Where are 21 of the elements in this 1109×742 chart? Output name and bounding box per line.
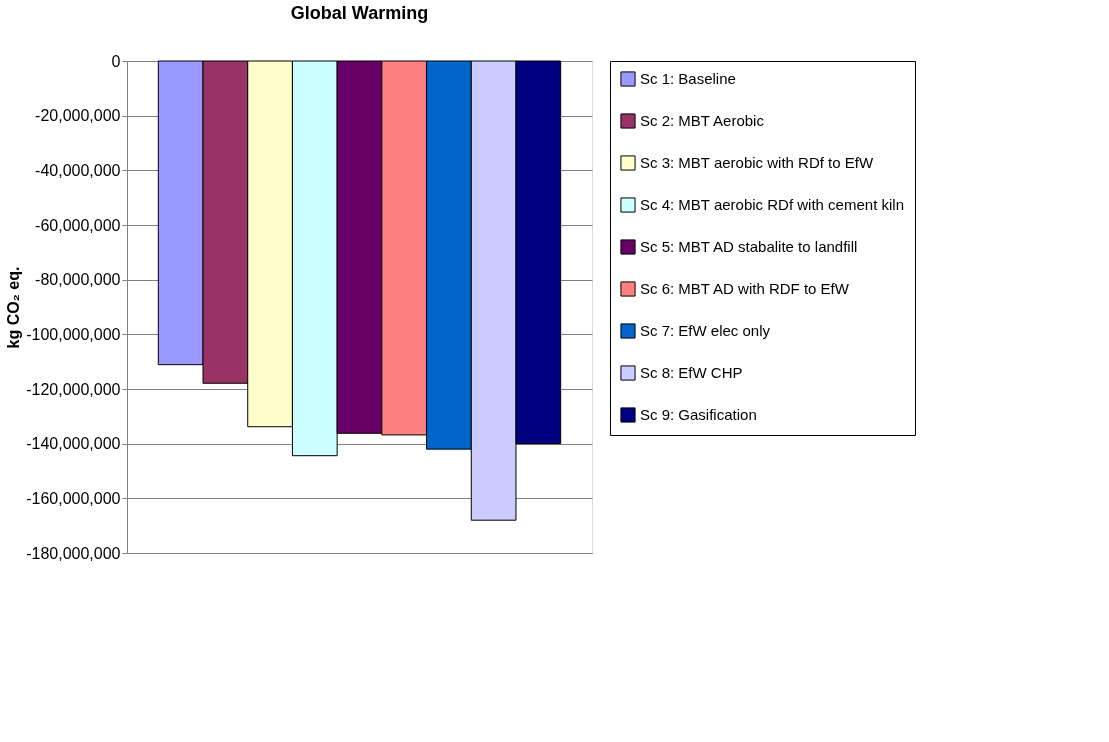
chart-title: Global Warming	[290, 3, 429, 23]
legend-label: Sc 9: Gasification	[640, 406, 757, 423]
y-tick-label: -100,000,000	[26, 325, 121, 343]
y-tick-label: -180,000,000	[26, 544, 121, 562]
legend-label: Sc 8: EfW CHP	[640, 364, 743, 381]
legend-label: Sc 5: MBT AD stabalite to landfill	[640, 238, 858, 255]
legend-label: Sc 6: MBT AD with RDF to EfW	[640, 280, 850, 297]
y-tick-label: -120,000,000	[26, 380, 121, 398]
y-tick-label: -80,000,000	[35, 271, 121, 289]
legend-label: Sc 7: EfW elec only	[640, 322, 771, 339]
y-axis-title: kg CO₂ eq.	[5, 266, 23, 349]
y-tick-label: -160,000,000	[26, 489, 121, 507]
legend-label: Sc 3: MBT aerobic with RDf to EfW	[640, 154, 874, 171]
y-tick-label: -60,000,000	[35, 216, 121, 234]
legend-label: Sc 4: MBT aerobic RDf with cement kiln	[640, 196, 904, 213]
legend-label: Sc 2: MBT Aerobic	[640, 112, 765, 129]
y-tick-label: -140,000,000	[26, 435, 121, 453]
legend-label: Sc 1: Baseline	[640, 70, 736, 87]
y-tick-label: -20,000,000	[35, 107, 121, 125]
y-tick-label: -40,000,000	[35, 161, 121, 179]
y-tick-label: 0	[111, 52, 121, 70]
